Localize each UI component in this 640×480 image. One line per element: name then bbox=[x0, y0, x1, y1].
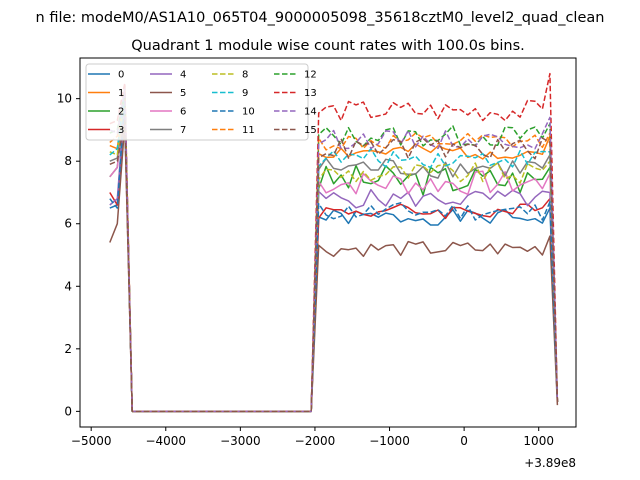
legend-label: 0 bbox=[118, 70, 124, 81]
legend-label: 7 bbox=[180, 125, 186, 136]
x-tick-label: −2000 bbox=[295, 434, 336, 448]
legend-label: 8 bbox=[242, 70, 248, 81]
y-tick-label: 10 bbox=[57, 92, 72, 106]
x-tick-label: −3000 bbox=[220, 434, 261, 448]
y-tick-label: 0 bbox=[64, 404, 72, 418]
legend-label: 1 bbox=[118, 88, 124, 99]
legend-label: 13 bbox=[304, 88, 317, 99]
y-tick-label: 4 bbox=[64, 279, 72, 293]
x-offset-label: +3.89e8 bbox=[524, 456, 576, 470]
series-line-9 bbox=[109, 91, 559, 413]
legend-box bbox=[85, 63, 309, 141]
x-tick-label: −1000 bbox=[369, 434, 410, 448]
legend-label: 11 bbox=[242, 125, 255, 136]
series-lines bbox=[109, 72, 559, 413]
figure-suptitle: n file: modeM0/AS1A10_065T04_9000005098_… bbox=[36, 10, 605, 26]
legend-label: 6 bbox=[180, 107, 186, 118]
x-tick-label: 0 bbox=[460, 434, 468, 448]
legend-label: 10 bbox=[242, 107, 255, 118]
chart-title: Quadrant 1 module wise count rates with … bbox=[131, 38, 525, 54]
legend-label: 2 bbox=[118, 107, 124, 118]
y-axis: 0 2 4 6 8 10 bbox=[57, 92, 80, 418]
x-axis: −5000 −4000 −3000 −2000 −1000 0 1000 bbox=[71, 427, 554, 448]
legend-label: 5 bbox=[180, 88, 186, 99]
y-tick-label: 2 bbox=[64, 342, 72, 356]
plot-frame bbox=[79, 57, 577, 428]
legend-label: 15 bbox=[304, 125, 317, 136]
y-tick-label: 8 bbox=[64, 154, 72, 168]
legend-label: 12 bbox=[304, 70, 317, 81]
legend-label: 3 bbox=[118, 125, 124, 136]
legend-label: 9 bbox=[242, 88, 248, 99]
legend-label: 14 bbox=[304, 107, 317, 118]
x-tick-label: −4000 bbox=[145, 434, 186, 448]
y-tick-label: 6 bbox=[64, 217, 72, 231]
legend-label: 4 bbox=[180, 70, 186, 81]
series-line-10 bbox=[109, 97, 559, 413]
x-tick-label: −5000 bbox=[71, 434, 112, 448]
series-line-11 bbox=[109, 85, 559, 413]
series-line-15 bbox=[109, 119, 559, 413]
x-tick-label: 1000 bbox=[523, 434, 554, 448]
